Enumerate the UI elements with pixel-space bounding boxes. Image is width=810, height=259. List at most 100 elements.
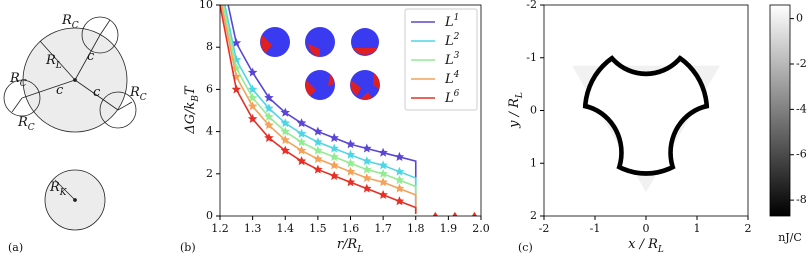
star-marker	[280, 118, 290, 128]
y-tick-label: 2	[206, 167, 213, 180]
star-marker	[313, 154, 323, 164]
x-tick-label: 2.0	[472, 222, 490, 235]
diagram-label: RC	[129, 85, 147, 103]
diagram-label-part: K	[59, 188, 68, 198]
heatmap	[544, 5, 748, 216]
legend-label-part: 3	[454, 51, 460, 61]
diagram-label-part: R	[49, 180, 60, 195]
star-marker	[378, 160, 388, 170]
colorbar-tick-label: -6	[796, 148, 807, 161]
star-marker	[280, 145, 290, 155]
star-marker	[378, 189, 388, 199]
star-marker	[345, 158, 356, 168]
x-tick-label: 1.2	[211, 222, 229, 235]
diagram-label-part: L	[55, 61, 62, 71]
star-marker	[394, 151, 405, 161]
star-marker	[264, 92, 274, 102]
star-marker	[329, 143, 339, 153]
x-axis-label: r/RL	[337, 237, 363, 255]
star-marker	[362, 156, 372, 166]
y-tick-label: 0	[206, 209, 213, 222]
star-marker	[313, 164, 323, 174]
axes-frame	[543, 4, 749, 217]
x-tick-label: -1	[590, 222, 601, 235]
tail-marker	[432, 212, 438, 216]
y-tick-label: 6	[206, 82, 213, 95]
diagram-label-part: R	[9, 71, 20, 86]
star-marker	[362, 164, 372, 174]
legend-label: L1	[444, 13, 459, 30]
panel-label: (c)	[518, 241, 533, 254]
y-tick-label: 10	[199, 0, 213, 11]
panel-label: (b)	[180, 241, 196, 254]
tail-marker	[452, 212, 458, 216]
star-marker	[313, 145, 323, 155]
star-marker	[296, 118, 307, 128]
legend-label-part: L	[444, 91, 454, 106]
diagram-label-part: C	[20, 79, 27, 89]
star-marker	[378, 177, 388, 187]
x-tick-label: 0	[643, 222, 650, 235]
y-tick-label: 2	[530, 209, 537, 222]
diagram-label-part: c	[56, 83, 64, 98]
diagram-label-part: C	[72, 21, 79, 31]
diagram-label-part: C	[140, 93, 147, 103]
star-marker	[345, 149, 356, 159]
x-tick-label: -2	[539, 222, 550, 235]
y-tick-label: -1	[526, 51, 537, 64]
star-marker	[247, 84, 258, 94]
legend-label: L3	[444, 51, 460, 68]
x-axis-label-part: L	[356, 245, 363, 255]
x-axis-label-part: x / R	[628, 237, 658, 252]
diagram-label: c	[56, 83, 64, 98]
y-tick-label: 4	[206, 125, 213, 138]
x-tick-label: 1.5	[309, 222, 327, 235]
x-tick-label: 1.7	[374, 222, 392, 235]
colorbar	[769, 4, 791, 217]
star-marker	[296, 156, 307, 166]
star-marker	[280, 126, 290, 136]
diagram-label: RC	[61, 13, 79, 31]
tail-marker	[471, 212, 477, 216]
inset-shapes	[260, 27, 380, 100]
star-marker	[231, 84, 242, 94]
star-marker	[345, 139, 356, 149]
legend-label-part: L	[444, 53, 454, 68]
y-axis-label: ΔG/kBT	[183, 85, 201, 135]
diagram-label-part: R	[45, 53, 56, 68]
panel-label: (a)	[8, 241, 23, 254]
star-marker	[264, 111, 274, 121]
colorbar-label: nJ/C	[778, 231, 802, 244]
star-marker	[329, 151, 339, 161]
star-marker	[329, 160, 339, 170]
star-marker	[329, 132, 339, 142]
star-marker	[394, 183, 405, 193]
star-marker	[362, 143, 372, 153]
star-marker	[264, 132, 274, 142]
legend-label: L6	[444, 89, 460, 106]
star-marker	[329, 170, 339, 180]
star-marker	[394, 196, 405, 206]
star-marker	[231, 63, 242, 73]
star-marker	[378, 147, 388, 157]
star-marker	[362, 173, 372, 183]
legend-label-part: L	[444, 34, 454, 49]
y-axis-label-part: ΔG/k	[183, 102, 198, 135]
x-axis-label-part: L	[657, 245, 664, 255]
legend-label-part: 4	[453, 70, 460, 80]
diagram-label-part: C	[28, 123, 35, 133]
plot-area	[220, 5, 477, 216]
star-marker	[247, 92, 258, 102]
colorbar-tick-label: -8	[796, 193, 807, 206]
y-axis-label: y / RL	[507, 92, 525, 129]
x-tick-label: 2	[745, 222, 752, 235]
star-marker	[296, 137, 307, 147]
colorbar-tick-label: 0	[796, 12, 803, 25]
x-tick-label: 1.6	[342, 222, 360, 235]
x-tick-label: 1.4	[277, 222, 295, 235]
diagram-label-part: R	[61, 13, 72, 28]
star-marker	[247, 101, 258, 111]
star-marker	[394, 166, 405, 176]
diagram-label-part: c	[87, 49, 95, 64]
